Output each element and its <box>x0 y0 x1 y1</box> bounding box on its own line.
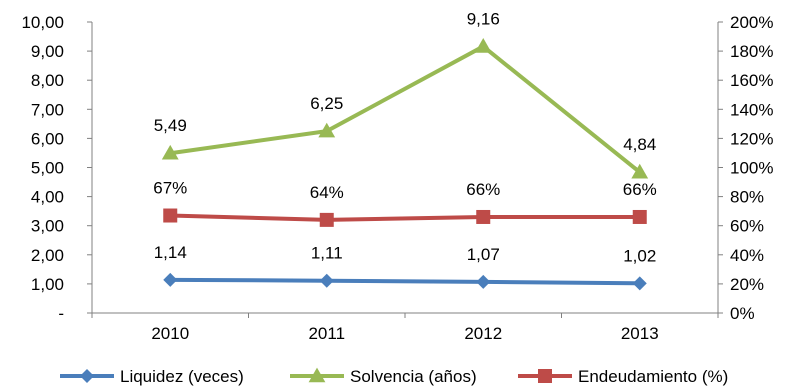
liquidez-point <box>632 276 647 291</box>
legend-item-endeudamiento: Endeudamiento (%) <box>518 367 728 386</box>
legend-item-solvencia: Solvencia (años) <box>290 367 477 386</box>
left-y-tick-label: 3,00 <box>31 217 64 236</box>
x-tick-label: 2010 <box>151 324 189 343</box>
right-y-tick-label: 160% <box>730 71 773 90</box>
left-y-tick-label: 8,00 <box>31 71 64 90</box>
right-y-tick-label: 180% <box>730 42 773 61</box>
legend-label: Liquidez (veces) <box>120 367 244 386</box>
solvencia-data-label: 5,49 <box>154 116 187 135</box>
solvencia-point <box>474 38 492 53</box>
left-y-tick-label: 1,00 <box>31 275 64 294</box>
liquidez-series-line <box>170 277 640 286</box>
legend-label: Endeudamiento (%) <box>578 367 728 386</box>
liquidez-point <box>163 272 178 287</box>
right-y-tick-label: 20% <box>730 275 764 294</box>
endeudamiento-data-label: 66% <box>466 180 500 199</box>
liquidez-data-label: 1,02 <box>623 246 656 265</box>
legend-swatch-marker <box>538 369 552 383</box>
left-y-tick-label: 7,00 <box>31 100 64 119</box>
liquidez-point <box>476 274 491 289</box>
data-labels-layer: 1,14 1,11 1,07 1,02 5,49 6,25 9,16 4,84 67% 64% 66… <box>153 9 657 265</box>
x-tick-label: 2013 <box>621 324 659 343</box>
right-y-tick-label: 200% <box>730 13 773 32</box>
endeudamiento-data-label: 67% <box>153 179 187 198</box>
solvencia-point <box>318 122 336 138</box>
x-tick-label: 2011 <box>308 324 345 343</box>
left-y-tick-label: 5,00 <box>31 159 64 178</box>
right-y-tick-label: 60% <box>730 217 764 236</box>
solvencia-point <box>161 144 179 160</box>
liquidez-data-label: 1,14 <box>154 243 187 262</box>
endeudamiento-point <box>476 209 491 224</box>
endeudamiento-point <box>163 208 178 223</box>
endeudamiento-point <box>632 209 647 224</box>
x-tick-label: 2012 <box>464 324 502 343</box>
right-y-tick-label: 0% <box>730 304 755 323</box>
left-y-tick-label: 9,00 <box>31 42 64 61</box>
solvencia-data-label: 6,25 <box>310 94 343 113</box>
legend-swatch-marker <box>308 367 326 383</box>
legend-swatch-marker <box>80 369 94 383</box>
legend-label: Solvencia (años) <box>350 367 477 386</box>
left-y-tick-label: 10,00 <box>21 13 64 32</box>
left-y-tick-label: 4,00 <box>31 188 64 207</box>
right-y-tick-label: 80% <box>730 188 764 207</box>
legend-item-liquidez: Liquidez (veces) <box>60 367 244 386</box>
legend: Liquidez (veces) Solvencia (años) Endeudam… <box>60 367 728 386</box>
axes-layer <box>87 21 723 318</box>
solvencia-point <box>631 163 649 179</box>
solvencia-data-label: 4,84 <box>623 135 656 154</box>
series-layer <box>161 38 649 291</box>
liquidez-point <box>319 273 334 288</box>
endeudamiento-data-label: 64% <box>310 183 344 202</box>
right-y-tick-label: 120% <box>730 129 773 148</box>
endeudamiento-point <box>319 212 334 227</box>
right-y-tick-label: 140% <box>730 100 773 119</box>
tick-labels-layer: - 1,00 2,00 3,00 4,00 5,00 6,00 7,00 8,00 9,00 10,… <box>21 13 773 343</box>
right-y-tick-label: 100% <box>730 159 773 178</box>
liquidez-data-label: 1,11 <box>311 244 343 263</box>
endeudamiento-data-label: 66% <box>623 180 657 199</box>
endeudamiento-series-line <box>170 213 640 222</box>
solvencia-series-line <box>169 44 642 174</box>
left-y-tick-label: - <box>58 304 64 323</box>
left-y-tick-label: 2,00 <box>31 246 64 265</box>
right-y-tick-label: 40% <box>730 246 764 265</box>
solvencia-data-label: 9,16 <box>467 9 500 28</box>
left-y-tick-label: 6,00 <box>31 129 64 148</box>
liquidez-data-label: 1,07 <box>467 245 500 264</box>
